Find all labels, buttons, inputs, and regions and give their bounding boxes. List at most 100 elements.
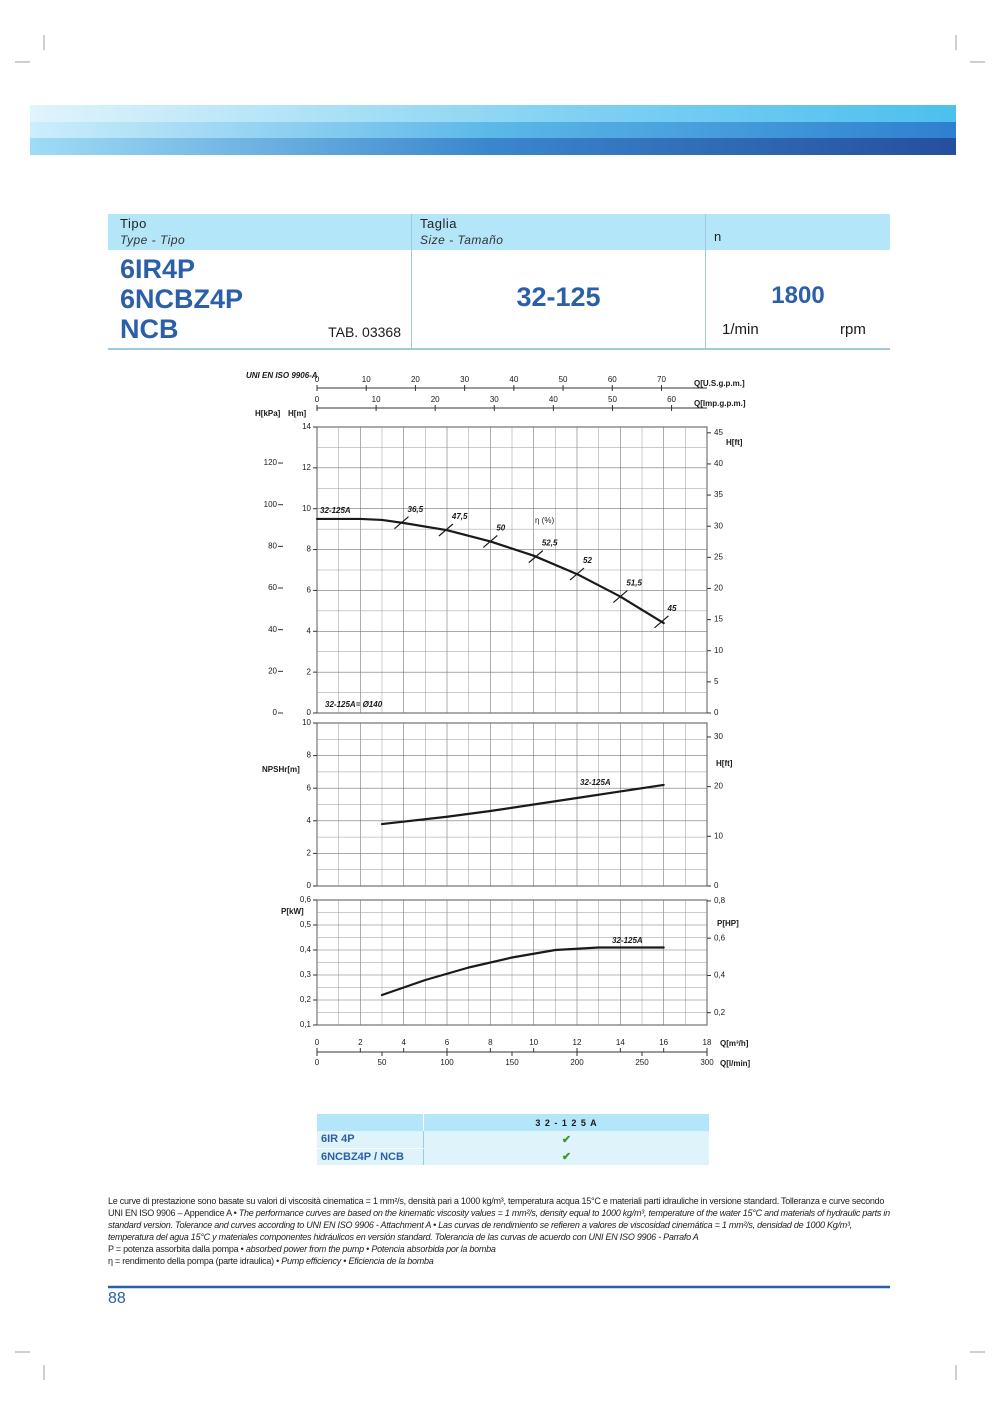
note: Le curve di prestazione sono basate su v… [108, 1195, 892, 1243]
x2-tick-label: 300 [700, 1058, 714, 1067]
y2-tick-label: 45 [714, 428, 723, 437]
size: 32-125 [516, 282, 601, 312]
y-tick-label: 0,3 [300, 970, 312, 979]
x-top-tick-label: 10 [372, 395, 381, 404]
y2-tick-label: 40 [714, 459, 723, 468]
y-tick-label: 0,6 [300, 895, 312, 904]
note-text: The performance curves are based on the … [108, 1208, 890, 1242]
x-top-tick-label: 50 [608, 395, 617, 404]
y2-tick-label: 35 [714, 490, 723, 499]
x-top-tick-label: 60 [667, 395, 676, 404]
y3-tick-label: 100 [264, 500, 278, 509]
y-tick-label: 8 [307, 545, 312, 554]
tab: TAB. 03368 [328, 324, 401, 340]
curve-label: 32-125A [580, 778, 611, 787]
y2-tick-label: 0,8 [714, 896, 726, 905]
y2-tick-label: 30 [714, 732, 723, 741]
efficiency-title: η (%) [535, 516, 554, 525]
x-top-tick-label: 10 [362, 375, 371, 384]
x-top-tick-label: 60 [608, 375, 617, 384]
note-text: absorbed power from the pump • Potencia … [245, 1244, 496, 1254]
cell: 6IR 4P [317, 1131, 424, 1149]
y2-tick-label: 15 [714, 615, 723, 624]
y-tick-label: 0,2 [300, 995, 312, 1004]
note-text: Pump efficiency • Eficiencia de la bomba [281, 1256, 434, 1266]
y-tick-label: 0,5 [300, 920, 312, 929]
y3-tick-label: 0 [273, 708, 278, 717]
cell: 6NCBZ4P / NCB [317, 1148, 424, 1165]
y-tick-label: 10 [302, 718, 311, 727]
x-tick-label: 16 [659, 1038, 668, 1047]
y-tick-label: 12 [302, 463, 311, 472]
row: 6NCBZ4P / NCB ✔ [317, 1148, 709, 1165]
note-text: Le curve di prestazione sono basate su v… [108, 1196, 885, 1218]
x-tick-label: 10 [529, 1038, 538, 1047]
y-tick-label: 4 [307, 816, 312, 825]
x-top-tick-label: 40 [549, 395, 558, 404]
efficiency-mark [482, 534, 498, 548]
x-tick-label: 0 [315, 1038, 320, 1047]
type-table: Tipo Type - Tipo Taglia Size - Tamaño n … [108, 214, 890, 350]
axis-label: H[ft] [716, 759, 733, 768]
x2-tick-label: 200 [570, 1058, 584, 1067]
y-tick-label: 0 [307, 881, 312, 890]
cell: n [706, 214, 890, 250]
y-tick-label: 4 [307, 626, 312, 635]
x-tick-label: 18 [703, 1038, 712, 1047]
x2-tick-label: 50 [378, 1058, 387, 1067]
cell: 3 2 - 1 2 5 A [535, 1117, 598, 1128]
axis-label: P[kW] [281, 907, 304, 916]
band [30, 105, 956, 122]
chart: 0246810121405101520253035404502040608010… [246, 371, 751, 1068]
axis-label: Q[l/min] [720, 1059, 751, 1068]
y-tick-label: 0 [307, 708, 312, 717]
axis-label: Q[U.S.g.p.m.] [694, 379, 745, 388]
label: Tipo [120, 216, 147, 231]
x2-tick-label: 0 [315, 1058, 320, 1067]
y2-tick-label: 0,4 [714, 971, 726, 980]
y-tick-label: 2 [307, 667, 312, 676]
efficiency-mark [569, 567, 585, 581]
row: 6IR 4P ✔ [317, 1131, 709, 1149]
band [30, 122, 956, 138]
axis-label: Q[Imp.g.p.m.] [694, 399, 746, 408]
cell [317, 1114, 424, 1131]
cell: 32-125 [412, 250, 706, 348]
label: Type - Tipo [120, 233, 186, 247]
cell: Taglia Size - Tamaño [412, 214, 706, 250]
cell: ✔ [561, 1151, 572, 1163]
curve-label: 32-125A [612, 936, 643, 945]
y3-tick-label: 120 [264, 458, 278, 467]
notes: Le curve di prestazione sono basate su v… [108, 1195, 892, 1267]
curve [315, 517, 665, 625]
efficiency-label: 36,5 [408, 505, 424, 514]
y2-tick-label: 0,2 [714, 1008, 726, 1017]
axis-label: P[HP] [717, 919, 739, 928]
axis-label: H[ft] [726, 438, 743, 447]
y2-tick-label: 10 [714, 831, 723, 840]
axis-label: Q[m³/h] [720, 1039, 749, 1048]
y-tick-label: 0,1 [300, 1020, 312, 1029]
unit: rpm [840, 321, 866, 338]
y3-tick-label: 60 [268, 583, 277, 592]
model: 6NCBZ4P [120, 284, 244, 314]
note: P = potenza assorbita dalla pompa • abso… [108, 1243, 892, 1255]
note-text: η = rendimento della pompa (parte idraul… [108, 1256, 282, 1266]
cell: Tipo Type - Tipo [108, 214, 412, 250]
y-tick-label: 8 [307, 751, 312, 760]
x-top-tick-label: 30 [490, 395, 499, 404]
y-tick-label: 2 [307, 849, 312, 858]
efficiency-mark [438, 523, 454, 537]
curve [380, 946, 665, 997]
x-top-tick-label: 50 [559, 375, 568, 384]
efficiency-mark [654, 615, 669, 629]
label: n [714, 229, 722, 244]
cell: ✔ [561, 1134, 572, 1146]
speed: 1800 [771, 282, 825, 309]
y2-tick-label: 0,6 [714, 933, 726, 942]
y2-tick-label: 5 [714, 677, 719, 686]
y-tick-label: 0,4 [300, 945, 312, 954]
y-tick-label: 6 [307, 783, 312, 792]
x-tick-label: 2 [358, 1038, 363, 1047]
y2-tick-label: 20 [714, 782, 723, 791]
